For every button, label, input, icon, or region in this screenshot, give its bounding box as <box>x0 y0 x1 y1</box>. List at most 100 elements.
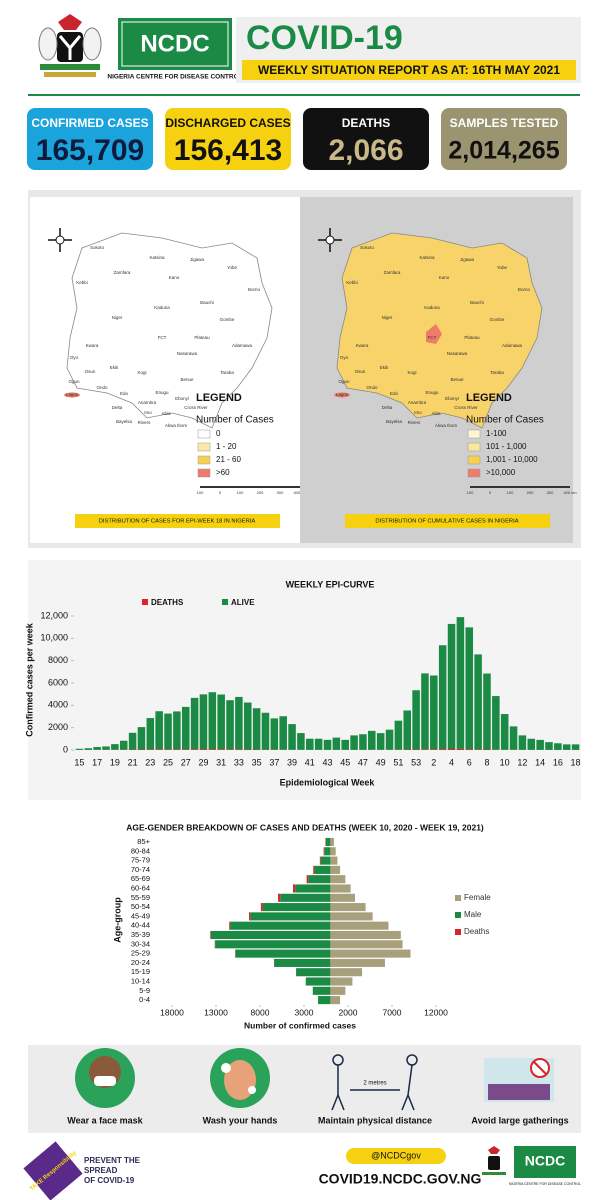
state-label: Edo <box>390 391 399 396</box>
death-bar <box>229 921 231 930</box>
state-label: Yobe <box>227 265 238 270</box>
state-label: Rivers <box>408 420 422 425</box>
death-bar <box>319 856 321 865</box>
legend-swatch <box>197 455 211 465</box>
female-bar <box>330 837 334 847</box>
x-tick-label: 39 <box>287 757 297 767</box>
x-tick-label: 17 <box>92 757 102 767</box>
scale-label: 0 <box>489 490 492 495</box>
death-bar <box>412 749 420 750</box>
legend-swatch <box>455 929 461 935</box>
x-tick-label: 15 <box>74 757 84 767</box>
state-label: Enugu <box>425 390 439 395</box>
state-label: Kwara <box>86 343 99 348</box>
death-bar <box>323 847 325 856</box>
male-bar <box>314 865 331 874</box>
state-label: Lagos <box>66 392 79 397</box>
alive-bar <box>376 733 385 750</box>
y-tick-label: 8000 <box>48 655 68 665</box>
subtitle: WEEKLY SITUATION REPORT AS AT: 16TH MAY … <box>258 63 560 77</box>
alive-bar <box>500 714 509 750</box>
y-tick-label: 75-79 <box>131 856 150 865</box>
alive-bar <box>208 692 217 750</box>
death-bar <box>235 749 243 750</box>
alive-bar <box>314 738 323 750</box>
x-tick-label: 10 <box>500 757 510 767</box>
state-label: Akwa Ibom <box>165 423 188 428</box>
prevention-label: Maintain physical distance <box>318 1115 432 1125</box>
y-tick-label: 85+ <box>137 837 150 846</box>
prevention-label: Wear a face mask <box>67 1115 143 1125</box>
alive-bar <box>119 740 128 750</box>
scale-label: 100 <box>467 490 474 495</box>
legend-swatch <box>197 468 211 478</box>
state-label: Adamawa <box>502 343 523 348</box>
state-label: Kwara <box>356 343 369 348</box>
state-label: Kaduna <box>154 305 170 310</box>
compass-center <box>55 235 65 245</box>
state-label: Zamfara <box>114 270 131 275</box>
state-label: Ebonyi <box>175 396 189 401</box>
death-bar <box>208 749 217 750</box>
legend-swatch <box>197 442 211 452</box>
female-bar <box>330 968 363 977</box>
legend-title: LEGEND <box>466 392 512 404</box>
state-label: Lagos <box>336 392 349 397</box>
epi-curve: WEEKLY EPI-CURVE DEATHS ALIVE 0 2000 4000 6000… <box>24 579 580 787</box>
male-bar <box>305 977 331 986</box>
y-tick-label: 10-14 <box>131 976 150 985</box>
alive-bar <box>288 724 296 750</box>
state-label: Osun <box>85 369 96 374</box>
x-tick-label: 14 <box>535 757 545 767</box>
x-tick-label: 41 <box>305 757 315 767</box>
stat-box <box>441 108 567 170</box>
state-label: Abia <box>161 411 171 416</box>
death-bar <box>155 749 163 750</box>
x-tick-label: 3000 <box>295 1007 314 1017</box>
y-tick-label: 6000 <box>48 677 68 687</box>
organization: NIGERIA CENTRE FOR DISEASE CONTROL <box>107 74 242 81</box>
prevention-label: Avoid large gatherings <box>471 1115 568 1125</box>
icon-distance <box>331 1054 418 1111</box>
death-bar <box>173 749 181 750</box>
state-label: Ekiti <box>380 365 389 370</box>
stat-value: 2,014,265 <box>448 137 559 165</box>
death-bar <box>421 749 429 750</box>
alive-bar <box>102 746 110 750</box>
scale-label: 200 <box>257 490 264 495</box>
death-bar <box>306 875 309 884</box>
female-bar <box>330 977 353 986</box>
x-axis-label: Epidemiological Week <box>280 777 376 787</box>
death-bar <box>474 749 482 750</box>
highlight-state <box>426 324 442 344</box>
scale-label: 300 <box>277 490 284 495</box>
footer-logo-box <box>514 1146 576 1178</box>
state-label: Enugu <box>155 390 169 395</box>
alive-bar <box>518 735 527 750</box>
x-tick-label: 7000 <box>383 1007 402 1017</box>
state-label: Bauchi <box>470 300 484 305</box>
title: COVID-19 <box>246 19 403 57</box>
alive-bar <box>323 739 332 750</box>
alive-bar <box>492 696 500 750</box>
x-tick-label: 2 <box>431 757 436 767</box>
y-axis-label: Age-group <box>112 897 122 943</box>
x-tick-label: 29 <box>198 757 208 767</box>
stat-label: SAMPLES TESTED <box>450 116 559 130</box>
state-label: Cross River <box>184 405 208 410</box>
alive-bar <box>412 690 420 750</box>
scale-bar <box>470 486 570 488</box>
alive-bar <box>199 694 208 750</box>
y-tick-label: 12,000 <box>40 610 68 620</box>
age-pyramid: AGE-GENDER BREAKDOWN OF CASES AND DEATHS… <box>112 822 491 1030</box>
state-label: Ondo <box>96 385 108 390</box>
state-label: Sokoto <box>90 245 105 250</box>
alive-bar <box>562 744 571 750</box>
alive-bar <box>146 718 155 750</box>
y-axis-label: Confirmed cases per week <box>24 622 34 737</box>
alive-bar <box>430 675 438 750</box>
death-bar <box>438 749 447 750</box>
alive-bar <box>536 739 544 750</box>
x-tick-label: 45 <box>340 757 350 767</box>
state-label: Anambra <box>138 400 157 405</box>
